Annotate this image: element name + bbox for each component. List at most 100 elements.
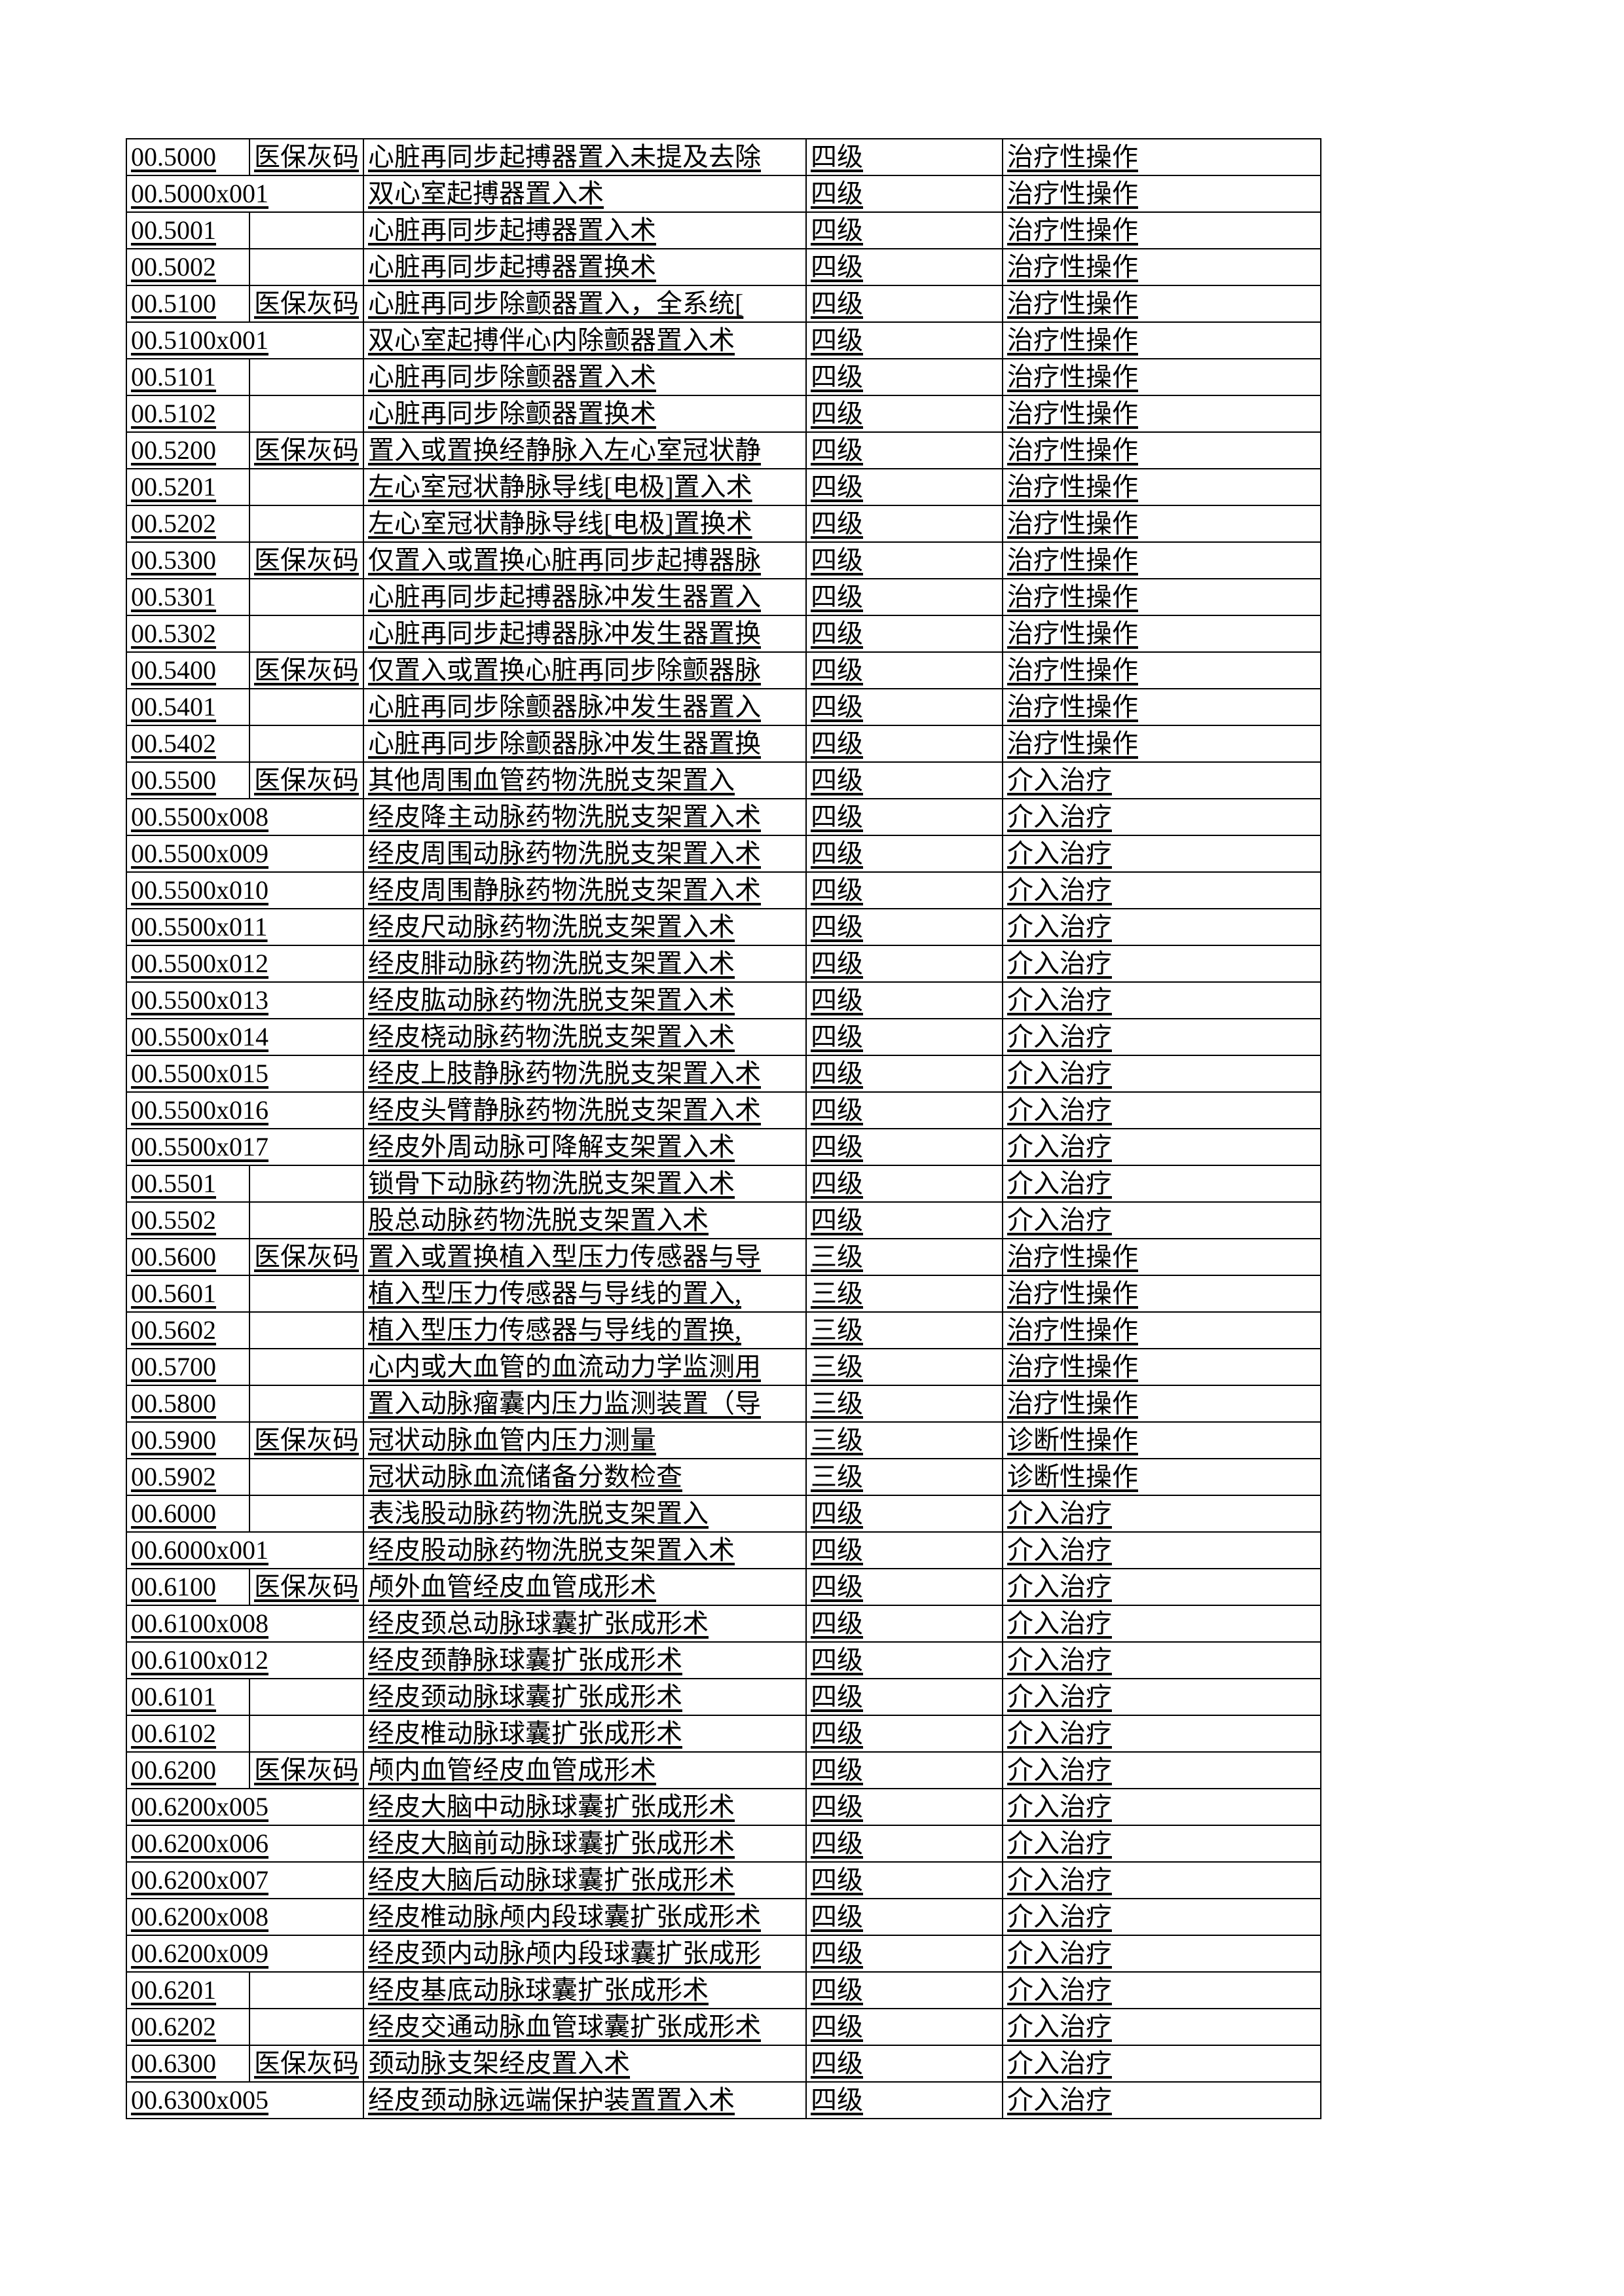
name-cell: 经皮颈总动脉球囊扩张成形术 xyxy=(363,1605,806,1642)
code-cell: 00.5300 xyxy=(126,542,249,579)
name-cell: 左心室冠状静脉导线[电极]置换术 xyxy=(363,505,806,542)
tag-cell: 医保灰码 xyxy=(249,2045,363,2082)
code-cell: 00.5600 xyxy=(126,1239,249,1275)
code-cell: 00.6201 xyxy=(126,1972,249,2009)
table-row: 00.5400医保灰码仅置入或置换心脏再同步除颤器脉四级治疗性操作 xyxy=(126,652,1321,689)
tag-cell: 医保灰码 xyxy=(249,1569,363,1605)
level-cell: 四级 xyxy=(806,139,1003,175)
code-cell: 00.5500x012 xyxy=(126,945,363,982)
tag-cell xyxy=(249,1459,363,1495)
type-cell: 介入治疗 xyxy=(1003,1495,1321,1532)
level-cell: 四级 xyxy=(806,1899,1003,1935)
type-cell: 诊断性操作 xyxy=(1003,1459,1321,1495)
type-cell: 介入治疗 xyxy=(1003,1532,1321,1569)
type-cell: 治疗性操作 xyxy=(1003,359,1321,395)
tag-cell xyxy=(249,689,363,725)
code-cell: 00.5001 xyxy=(126,212,249,249)
type-cell: 治疗性操作 xyxy=(1003,1239,1321,1275)
table-row: 00.5301心脏再同步起搏器脉冲发生器置入四级治疗性操作 xyxy=(126,579,1321,615)
table-row: 00.6100医保灰码颅外血管经皮血管成形术四级介入治疗 xyxy=(126,1569,1321,1605)
name-cell: 置入动脉瘤囊内压力监测装置（导 xyxy=(363,1385,806,1422)
code-cell: 00.5002 xyxy=(126,249,249,285)
level-cell: 四级 xyxy=(806,505,1003,542)
level-cell: 四级 xyxy=(806,249,1003,285)
table-row: 00.5401心脏再同步除颤器脉冲发生器置入四级治疗性操作 xyxy=(126,689,1321,725)
name-cell: 经皮上肢静脉药物洗脱支架置入术 xyxy=(363,1055,806,1092)
level-cell: 四级 xyxy=(806,1825,1003,1862)
code-cell: 00.5500x013 xyxy=(126,982,363,1019)
tag-cell: 医保灰码 xyxy=(249,542,363,579)
table-row: 00.5302心脏再同步起搏器脉冲发生器置换四级治疗性操作 xyxy=(126,615,1321,652)
name-cell: 经皮颈内动脉颅内段球囊扩张成形 xyxy=(363,1935,806,1972)
code-cell: 00.6200x005 xyxy=(126,1789,363,1825)
tag-cell xyxy=(249,1275,363,1312)
code-cell: 00.6300x005 xyxy=(126,2082,363,2119)
tag-cell xyxy=(249,1202,363,1239)
table-row: 00.5500x014经皮桡动脉药物洗脱支架置入术四级介入治疗 xyxy=(126,1019,1321,1055)
type-cell: 介入治疗 xyxy=(1003,1569,1321,1605)
type-cell: 治疗性操作 xyxy=(1003,579,1321,615)
type-cell: 介入治疗 xyxy=(1003,1935,1321,1972)
level-cell: 四级 xyxy=(806,212,1003,249)
table-row: 00.5601植入型压力传感器与导线的置入,三级治疗性操作 xyxy=(126,1275,1321,1312)
type-cell: 诊断性操作 xyxy=(1003,1422,1321,1459)
name-cell: 置入或置换经静脉入左心室冠状静 xyxy=(363,432,806,469)
table-row: 00.6200x007经皮大脑后动脉球囊扩张成形术四级介入治疗 xyxy=(126,1862,1321,1899)
code-cell: 00.6102 xyxy=(126,1715,249,1752)
tag-cell xyxy=(249,395,363,432)
code-cell: 00.5201 xyxy=(126,469,249,505)
tag-cell: 医保灰码 xyxy=(249,1752,363,1789)
tag-cell xyxy=(249,1495,363,1532)
name-cell: 经皮基底动脉球囊扩张成形术 xyxy=(363,1972,806,2009)
name-cell: 经皮外周动脉可降解支架置入术 xyxy=(363,1129,806,1165)
type-cell: 治疗性操作 xyxy=(1003,1385,1321,1422)
type-cell: 介入治疗 xyxy=(1003,1092,1321,1129)
code-cell: 00.6200x007 xyxy=(126,1862,363,1899)
table-row: 00.5500x016经皮头臂静脉药物洗脱支架置入术四级介入治疗 xyxy=(126,1092,1321,1129)
table-row: 00.6200x009经皮颈内动脉颅内段球囊扩张成形四级介入治疗 xyxy=(126,1935,1321,1972)
level-cell: 四级 xyxy=(806,322,1003,359)
level-cell: 三级 xyxy=(806,1459,1003,1495)
name-cell: 心脏再同步除颤器置入术 xyxy=(363,359,806,395)
code-cell: 00.6100x012 xyxy=(126,1642,363,1679)
table-row: 00.5800置入动脉瘤囊内压力监测装置（导三级治疗性操作 xyxy=(126,1385,1321,1422)
table-row: 00.5700心内或大血管的血流动力学监测用三级治疗性操作 xyxy=(126,1349,1321,1385)
level-cell: 四级 xyxy=(806,799,1003,835)
table-row: 00.6101经皮颈动脉球囊扩张成形术四级介入治疗 xyxy=(126,1679,1321,1715)
name-cell: 心脏再同步除颤器脉冲发生器置入 xyxy=(363,689,806,725)
level-cell: 四级 xyxy=(806,1055,1003,1092)
code-cell: 00.5502 xyxy=(126,1202,249,1239)
name-cell: 颈动脉支架经皮置入术 xyxy=(363,2045,806,2082)
code-cell: 00.5102 xyxy=(126,395,249,432)
level-cell: 四级 xyxy=(806,1569,1003,1605)
level-cell: 四级 xyxy=(806,1019,1003,1055)
type-cell: 介入治疗 xyxy=(1003,1862,1321,1899)
tag-cell: 医保灰码 xyxy=(249,652,363,689)
name-cell: 颅内血管经皮血管成形术 xyxy=(363,1752,806,1789)
tag-cell xyxy=(249,359,363,395)
name-cell: 颅外血管经皮血管成形术 xyxy=(363,1569,806,1605)
code-cell: 00.5800 xyxy=(126,1385,249,1422)
code-cell: 00.6200x008 xyxy=(126,1899,363,1935)
tag-cell: 医保灰码 xyxy=(249,1422,363,1459)
code-cell: 00.6200x006 xyxy=(126,1825,363,1862)
name-cell: 经皮肱动脉药物洗脱支架置入术 xyxy=(363,982,806,1019)
name-cell: 心脏再同步起搏器脉冲发生器置换 xyxy=(363,615,806,652)
tag-cell xyxy=(249,1972,363,2009)
name-cell: 植入型压力传感器与导线的置换, xyxy=(363,1312,806,1349)
table-row: 00.6100x008经皮颈总动脉球囊扩张成形术四级介入治疗 xyxy=(126,1605,1321,1642)
level-cell: 四级 xyxy=(806,762,1003,799)
name-cell: 冠状动脉血流储备分数检查 xyxy=(363,1459,806,1495)
name-cell: 左心室冠状静脉导线[电极]置入术 xyxy=(363,469,806,505)
code-cell: 00.5200 xyxy=(126,432,249,469)
level-cell: 四级 xyxy=(806,1935,1003,1972)
table-row: 00.5602植入型压力传感器与导线的置换,三级治疗性操作 xyxy=(126,1312,1321,1349)
code-cell: 00.6202 xyxy=(126,2009,249,2045)
tag-cell xyxy=(249,725,363,762)
type-cell: 治疗性操作 xyxy=(1003,1349,1321,1385)
table-row: 00.5202左心室冠状静脉导线[电极]置换术四级治疗性操作 xyxy=(126,505,1321,542)
name-cell: 经皮椎动脉球囊扩张成形术 xyxy=(363,1715,806,1752)
table-row: 00.6200x006经皮大脑前动脉球囊扩张成形术四级介入治疗 xyxy=(126,1825,1321,1862)
name-cell: 心脏再同步起搏器置入未提及去除 xyxy=(363,139,806,175)
tag-cell xyxy=(249,579,363,615)
